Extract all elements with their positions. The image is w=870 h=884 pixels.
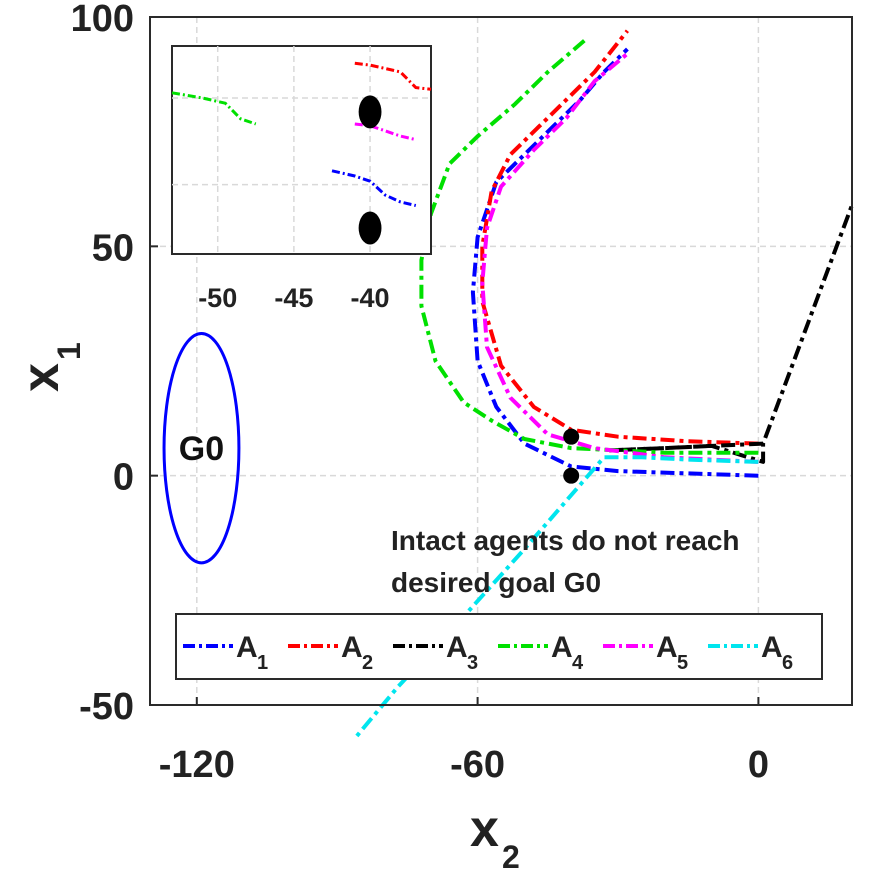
legend-label-A4: A <box>551 631 573 664</box>
inset-agent-marker-1 <box>358 211 382 245</box>
series-line-A2 <box>480 29 759 446</box>
series-line-A3 <box>606 204 854 464</box>
marker-layer <box>563 428 580 484</box>
annotation-line-1: Intact agents do not reach <box>391 525 740 556</box>
agent-marker-1 <box>563 467 580 484</box>
goal-label: G0 <box>179 430 224 468</box>
y-tick-label: 0 <box>113 457 134 499</box>
legend-label-A1: A <box>236 631 258 664</box>
agent-marker-0 <box>563 428 580 445</box>
x-axis-label-sub: 2 <box>502 839 520 875</box>
annotation-line-2: desired goal G0 <box>391 567 601 598</box>
y-tick-label: 100 <box>71 0 134 40</box>
inset-agent-marker-0 <box>358 95 382 129</box>
inset-series-line-2 <box>354 122 417 142</box>
series-line-A4 <box>419 38 759 455</box>
x-axis-label-text: x <box>470 800 499 858</box>
inset-plot: -50 -45 -40 <box>171 45 432 313</box>
inset-series-line-0 <box>171 91 257 126</box>
inset-series-line-1 <box>354 61 432 91</box>
series-line-A5 <box>480 52 759 464</box>
y-tick-label: 50 <box>92 227 134 269</box>
legend-label-A2: A <box>341 631 363 664</box>
goal-ellipse <box>162 331 241 565</box>
legend-sub-A4: 4 <box>572 652 584 674</box>
x-axis-label: x 2 <box>470 800 520 875</box>
legend-sub-A6: 6 <box>782 652 793 674</box>
legend-sub-A1: 1 <box>257 652 268 674</box>
y-axis-label-sub: 1 <box>51 342 87 360</box>
legend-label-A5: A <box>656 631 678 664</box>
y-axis-label-text: x <box>12 363 70 392</box>
inset-background <box>171 45 432 255</box>
inset-marker-layer <box>358 95 382 245</box>
inset-x-tick-label: -45 <box>274 283 313 313</box>
x-tick-label: 0 <box>748 744 769 786</box>
inset-x-tick-label: -50 <box>198 283 237 313</box>
y-axis-label: x 1 <box>12 342 87 392</box>
legend-sub-A3: 3 <box>467 652 478 674</box>
inset-x-tick-label: -40 <box>351 283 390 313</box>
legend-sub-A5: 5 <box>677 652 688 674</box>
inset-tick-labels: -50 -45 -40 <box>198 283 389 313</box>
legend-label-A6: A <box>761 631 783 664</box>
y-tick-label: -50 <box>79 686 134 728</box>
legend-label-A3: A <box>446 631 468 664</box>
tick-labels: -120 -60 0 -50 0 50 100 <box>71 0 769 786</box>
series-layer <box>354 29 854 739</box>
inset-series-line-3 <box>331 169 417 207</box>
plot-frame <box>149 16 853 706</box>
x-tick-label: -60 <box>450 744 505 786</box>
x-tick-label: -120 <box>159 744 235 786</box>
series-line-A1 <box>470 47 759 478</box>
inset-series-layer <box>171 61 432 207</box>
legend-sub-A2: 2 <box>362 652 373 674</box>
goal-region: G0 <box>162 331 241 565</box>
